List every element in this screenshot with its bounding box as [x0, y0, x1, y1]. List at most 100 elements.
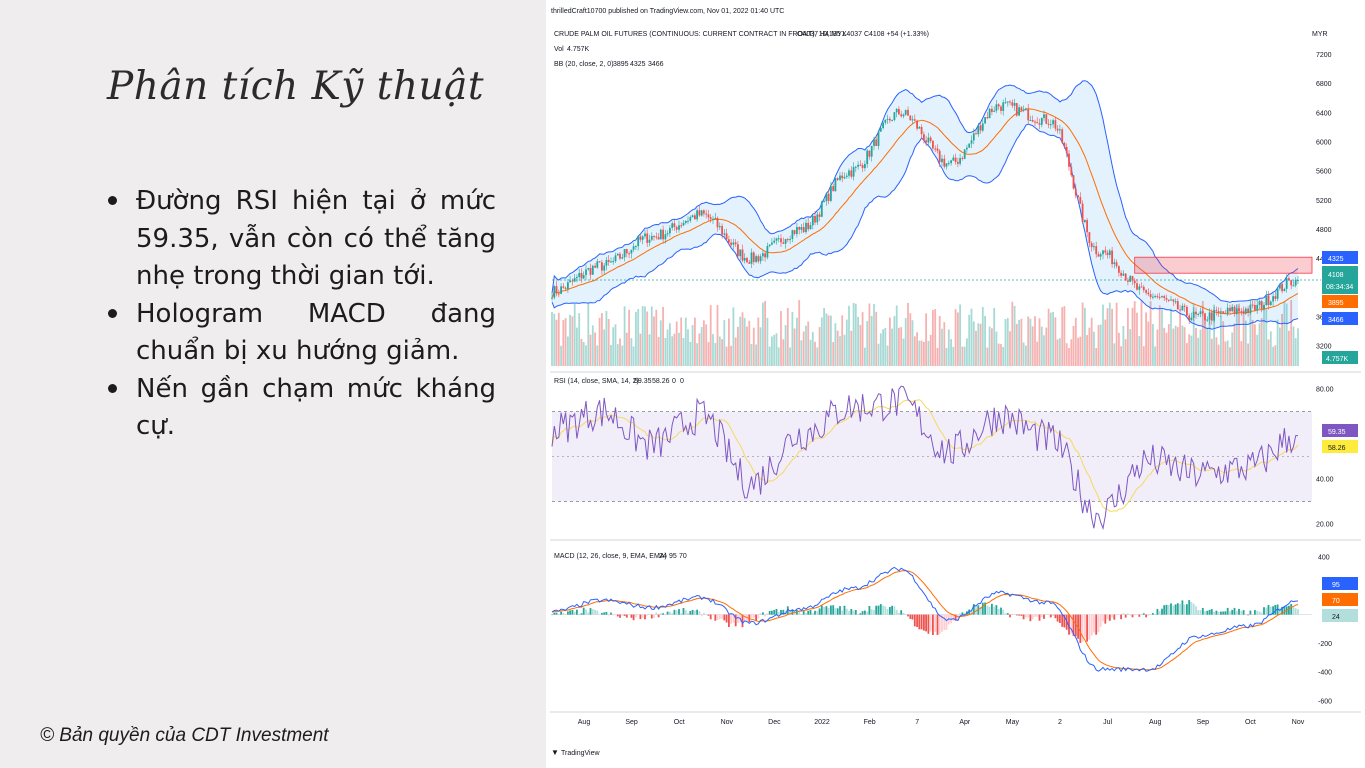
macd-value: 95: [669, 553, 677, 560]
macd-hist-bar: [678, 609, 680, 615]
macd-hist-bar: [712, 614, 714, 616]
volume-bar: [1031, 326, 1034, 366]
macd-hist-bar: [884, 606, 887, 615]
candle-body: [571, 280, 574, 282]
volume-bar: [596, 345, 599, 366]
badge-bb-upper: 4325: [1328, 256, 1344, 263]
candle-body: [1013, 103, 1016, 106]
macd-hist-bar: [918, 614, 921, 630]
volume-bar: [1034, 316, 1036, 366]
volume-bar: [623, 306, 626, 366]
volume-bar: [1113, 343, 1116, 366]
macd-hist-bar: [904, 614, 907, 615]
macd-hist-bar: [732, 614, 735, 623]
candle-body: [1294, 280, 1297, 286]
volume-bar: [882, 329, 884, 366]
candle-body: [836, 178, 839, 180]
volume-bar: [1065, 343, 1068, 366]
macd-hist-bar: [757, 614, 760, 619]
macd-hist-bar: [991, 603, 993, 615]
macd-hist-bar: [646, 614, 649, 616]
macd-hist-bar: [766, 613, 769, 615]
volume-bar: [932, 310, 934, 366]
candle-body: [1174, 301, 1177, 303]
macd-hist-bar: [925, 614, 927, 632]
candle-body: [644, 233, 646, 237]
candle-body: [1104, 250, 1107, 253]
bollinger-lower-line: [551, 123, 1299, 330]
volume-bar: [1231, 332, 1234, 366]
volume-bar: [854, 303, 857, 366]
volume-bar: [768, 346, 771, 366]
macd-hist-bar: [1254, 610, 1256, 615]
candle-body: [796, 227, 798, 234]
volume-bar: [1118, 332, 1120, 366]
candle-body: [975, 133, 977, 135]
macd-hist-bar: [1124, 614, 1127, 618]
candle-body: [913, 119, 916, 121]
candle-body: [895, 109, 898, 113]
candle-body: [580, 273, 583, 279]
candle-body: [1102, 250, 1104, 255]
volume-bar: [616, 344, 619, 366]
volume-bar: [746, 326, 748, 366]
volume-bar: [741, 312, 744, 366]
candle-body: [1074, 188, 1077, 196]
candle-body: [669, 228, 671, 234]
candle-body: [768, 244, 771, 246]
candle-body: [639, 236, 642, 240]
candle-body: [684, 220, 687, 223]
volume-bar: [1285, 303, 1288, 366]
volume-bar: [934, 309, 937, 366]
macd-hist-bar: [1133, 614, 1136, 616]
candle-body: [945, 163, 948, 167]
macd-hist-bar: [1161, 608, 1163, 615]
volume-bar: [657, 336, 660, 366]
volume-bar: [1188, 334, 1191, 366]
macd-tick-label: -600: [1318, 698, 1332, 705]
macd-hist-bar: [709, 614, 712, 620]
candle-body: [610, 261, 612, 263]
volume-bar: [848, 305, 850, 366]
volume-bar: [725, 346, 728, 366]
macd-hist-bar: [1242, 610, 1245, 615]
volume-bar: [1190, 335, 1193, 366]
price-tick-label: 5600: [1316, 169, 1332, 176]
ohlc-values: O4037 H4135 L4037 C4108 +54 (+1.33%): [797, 31, 929, 38]
candle-body: [886, 118, 889, 120]
time-tick-label: Aug: [578, 719, 591, 726]
macd-hist-bar: [1129, 614, 1132, 616]
volume-bar: [809, 339, 812, 366]
volume-bar: [907, 302, 909, 366]
macd-hist-bar: [696, 609, 698, 615]
volume-bar: [646, 311, 649, 366]
volume-bar: [1011, 301, 1014, 366]
macd-hist-bar: [725, 614, 728, 623]
candle-body: [857, 164, 859, 167]
candle-body: [848, 170, 850, 176]
volume-bar: [639, 333, 642, 366]
volume-bar: [705, 324, 708, 366]
candle-body: [748, 262, 751, 264]
candle-body: [718, 226, 721, 228]
volume-bar: [798, 300, 801, 366]
candle-body: [1161, 296, 1163, 298]
candle-body: [900, 114, 903, 117]
candle-body: [993, 110, 996, 112]
macd-hist-bar: [1226, 607, 1229, 615]
macd-hist-bar: [1084, 614, 1086, 638]
macd-hist-bar: [675, 610, 678, 615]
volume-bar: [929, 334, 932, 366]
volume-bar: [621, 345, 624, 366]
macd-hist-bar: [1238, 608, 1240, 615]
bullet-list: Đường RSI hiện tại ở mức 59.35, vẫn còn …: [104, 183, 496, 446]
volume-bar: [1106, 308, 1109, 366]
candle-body: [1034, 121, 1036, 123]
volume-bar: [648, 334, 651, 366]
candle-body: [1263, 305, 1265, 310]
macd-hist-bar: [984, 602, 986, 615]
candle-body: [841, 175, 844, 179]
candle-body: [966, 147, 968, 150]
macd-hist-bar: [1015, 614, 1018, 616]
candle-body: [861, 165, 864, 169]
